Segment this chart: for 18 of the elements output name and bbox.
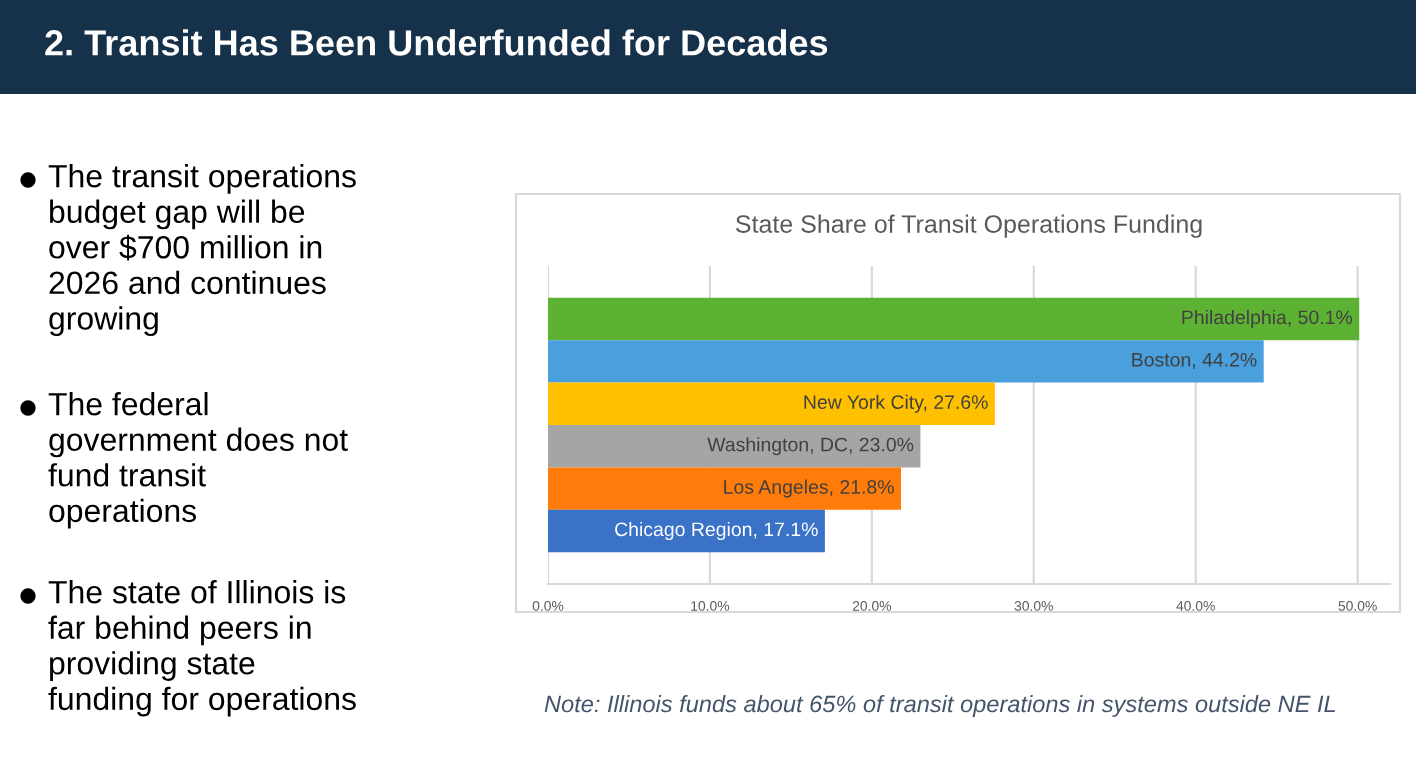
data-label: Chicago Region, 17.1% xyxy=(615,521,818,541)
data-label: Philadelphia, 50.1% xyxy=(1182,309,1353,329)
data-label: Boston, 44.2% xyxy=(1132,352,1257,369)
bar xyxy=(548,425,921,468)
text: The state of Illinois is far behind peers in providing state funding for operations xyxy=(48,580,356,717)
bar xyxy=(548,340,1264,383)
bar xyxy=(548,509,825,553)
data-label: New York City, 27.6% xyxy=(804,394,988,413)
text: The transit operations budget gap will be over $700 million in 2026 and continues growing xyxy=(48,164,356,337)
text: 2. Transit Has Been Underfunded for Decades xyxy=(45,29,828,56)
bar xyxy=(548,382,995,425)
chart-title: State Share of Transit Operations Funding xyxy=(735,214,1202,238)
data-label: Los Angeles, 21.8% xyxy=(724,479,894,498)
bar xyxy=(548,297,1360,341)
text: Note: Illinois funds about 65% of transit operations in systems outside NE IL xyxy=(544,694,1336,717)
bar xyxy=(548,467,901,510)
data-label: Washington, DC, 23.0% xyxy=(707,437,914,456)
text: The federal government does not fund transit operations xyxy=(48,392,348,529)
